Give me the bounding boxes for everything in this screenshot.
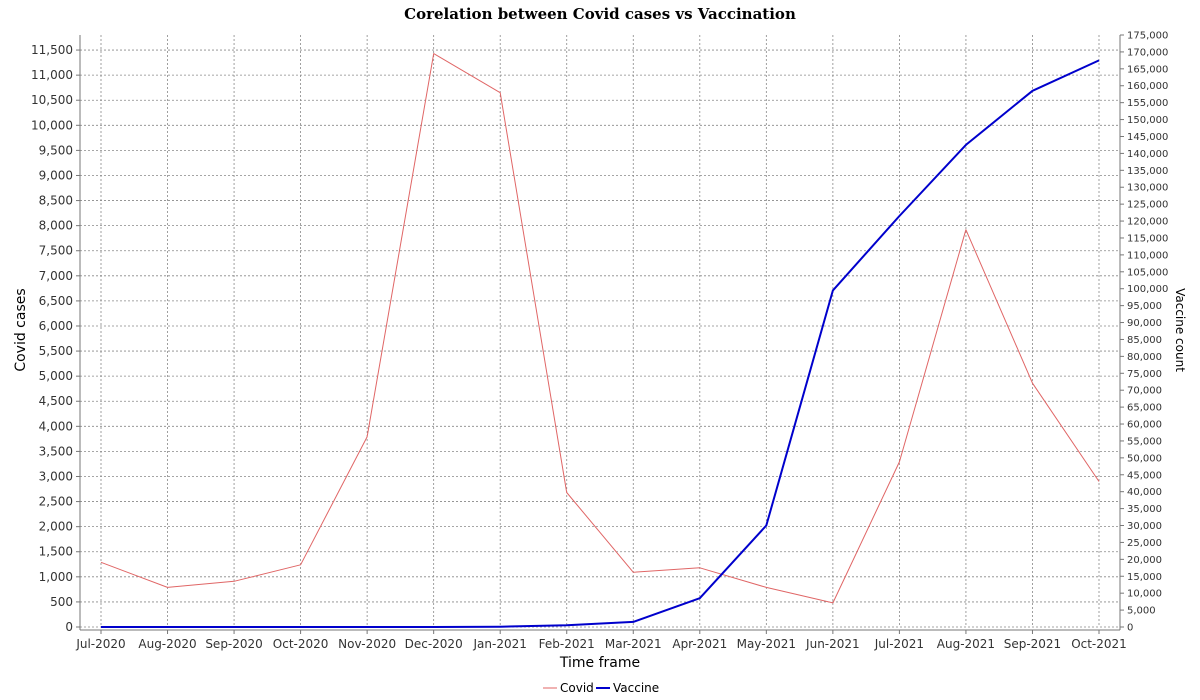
y-axis-label: Covid cases bbox=[13, 288, 29, 371]
y2-tick-label: 140,000 bbox=[1127, 149, 1168, 160]
y-tick-label: 4,500 bbox=[39, 394, 73, 408]
y-tick-label: 7,000 bbox=[39, 269, 73, 283]
x-tick-label: Jun-2021 bbox=[805, 637, 860, 651]
y2-tick-label: 25,000 bbox=[1127, 538, 1162, 549]
y-tick-label: 11,500 bbox=[31, 43, 73, 57]
series-line-covid bbox=[100, 53, 1100, 604]
y2-tick-label: 65,000 bbox=[1127, 403, 1162, 414]
y-tick-label: 11,000 bbox=[31, 68, 73, 82]
y2-tick-label: 85,000 bbox=[1127, 335, 1162, 346]
y-tick-label: 9,500 bbox=[39, 143, 73, 157]
y-tick-label: 10,000 bbox=[31, 118, 73, 132]
y2-tick-label: 20,000 bbox=[1127, 555, 1162, 566]
y-tick-label: 0 bbox=[65, 620, 73, 634]
y2-tick-label: 50,000 bbox=[1127, 453, 1162, 464]
y-tick-label: 3,500 bbox=[39, 444, 73, 458]
x-tick-label: Sep-2020 bbox=[205, 637, 263, 651]
y2-tick-label: 175,000 bbox=[1127, 31, 1168, 42]
y2-tick-label: 100,000 bbox=[1127, 284, 1168, 295]
x-tick-label: Oct-2021 bbox=[1071, 637, 1127, 651]
y2-tick-label: 135,000 bbox=[1127, 166, 1168, 177]
y2-tick-label: 35,000 bbox=[1127, 504, 1162, 515]
y-tick-label: 3,000 bbox=[39, 469, 73, 483]
y2-tick-label: 125,000 bbox=[1127, 200, 1168, 211]
y-tick-label: 8,000 bbox=[39, 219, 73, 233]
y2-tick-label: 150,000 bbox=[1127, 115, 1168, 126]
legend-label-covid: Covid bbox=[560, 681, 594, 695]
x-tick-label: Jul-2021 bbox=[874, 637, 924, 651]
legend-label-vaccine: Vaccine bbox=[613, 681, 659, 695]
y2-tick-label: 170,000 bbox=[1127, 47, 1168, 58]
x-tick-label: Sep-2021 bbox=[1004, 637, 1062, 651]
x-axis-ticks: Jul-2020 Aug-2020 Sep-2020 Oct-2020 Nov-2020… bbox=[75, 630, 1127, 651]
y2-tick-label: 45,000 bbox=[1127, 470, 1162, 481]
y2-tick-label: 165,000 bbox=[1127, 64, 1168, 75]
y-tick-label: 5,000 bbox=[39, 369, 73, 383]
y-tick-label: 1,500 bbox=[39, 545, 73, 559]
y-tick-label: 8,500 bbox=[39, 194, 73, 208]
y2-tick-label: 30,000 bbox=[1127, 521, 1162, 532]
y2-tick-label: 95,000 bbox=[1127, 301, 1162, 312]
x-tick-label: Feb-2021 bbox=[539, 637, 595, 651]
y2-tick-label: 80,000 bbox=[1127, 352, 1162, 363]
legend: Covid Vaccine bbox=[543, 681, 659, 695]
y2-tick-label: 160,000 bbox=[1127, 81, 1168, 92]
y2-tick-label: 60,000 bbox=[1127, 420, 1162, 431]
y2-tick-label: 5,000 bbox=[1127, 606, 1156, 617]
y-tick-label: 6,500 bbox=[39, 294, 73, 308]
y-tick-label: 10,500 bbox=[31, 93, 73, 107]
y2-tick-label: 130,000 bbox=[1127, 183, 1168, 194]
y2-tick-label: 105,000 bbox=[1127, 267, 1168, 278]
y2-tick-label: 115,000 bbox=[1127, 233, 1168, 244]
x-tick-label: May-2021 bbox=[737, 637, 796, 651]
x-tick-label: Aug-2020 bbox=[138, 637, 196, 651]
y-tick-label: 2,000 bbox=[39, 520, 73, 534]
y2-tick-label: 110,000 bbox=[1127, 250, 1168, 261]
x-tick-label: Mar-2021 bbox=[605, 637, 662, 651]
series bbox=[100, 53, 1100, 628]
axes bbox=[79, 35, 1121, 631]
y2-tick-label: 155,000 bbox=[1127, 98, 1168, 109]
y-axis-left-ticks: 0 500 1,000 1,500 2,000 2,500 3,000 3,500 4,000 4… bbox=[31, 43, 80, 634]
x-tick-label: Aug-2021 bbox=[937, 637, 995, 651]
x-tick-label: Jul-2020 bbox=[75, 637, 125, 651]
y2-tick-label: 55,000 bbox=[1127, 436, 1162, 447]
y-tick-label: 4,000 bbox=[39, 419, 73, 433]
y2-axis-label: Vaccine count bbox=[1173, 288, 1187, 372]
y2-tick-label: 145,000 bbox=[1127, 132, 1168, 143]
y2-tick-label: 40,000 bbox=[1127, 487, 1162, 498]
y-tick-label: 2,500 bbox=[39, 495, 73, 509]
x-tick-label: Apr-2021 bbox=[672, 637, 727, 651]
y-tick-label: 6,000 bbox=[39, 319, 73, 333]
chart-title: Corelation between Covid cases vs Vaccin… bbox=[404, 5, 796, 23]
x-axis-label: Time frame bbox=[559, 655, 640, 671]
y2-tick-label: 70,000 bbox=[1127, 386, 1162, 397]
y2-tick-label: 75,000 bbox=[1127, 369, 1162, 380]
y-tick-label: 7,500 bbox=[39, 244, 73, 258]
y2-tick-label: 90,000 bbox=[1127, 318, 1162, 329]
y2-tick-label: 15,000 bbox=[1127, 572, 1162, 583]
x-tick-label: Dec-2020 bbox=[405, 637, 463, 651]
series-line-vaccine bbox=[101, 59, 1100, 628]
y-tick-label: 500 bbox=[50, 595, 73, 609]
y-axis-right-ticks: 0 5,000 10,000 15,000 20,000 25,000 30,000 35,0… bbox=[1120, 31, 1168, 634]
x-tick-label: Oct-2020 bbox=[273, 637, 329, 651]
grid bbox=[80, 35, 1120, 628]
y2-tick-label: 120,000 bbox=[1127, 217, 1168, 228]
y-tick-label: 9,000 bbox=[39, 168, 73, 182]
y-tick-label: 1,000 bbox=[39, 570, 73, 584]
x-tick-label: Nov-2020 bbox=[338, 637, 396, 651]
y-tick-label: 5,500 bbox=[39, 344, 73, 358]
y2-tick-label: 10,000 bbox=[1127, 589, 1162, 600]
y2-tick-label: 0 bbox=[1127, 623, 1133, 634]
x-tick-label: Jan-2021 bbox=[473, 637, 527, 651]
